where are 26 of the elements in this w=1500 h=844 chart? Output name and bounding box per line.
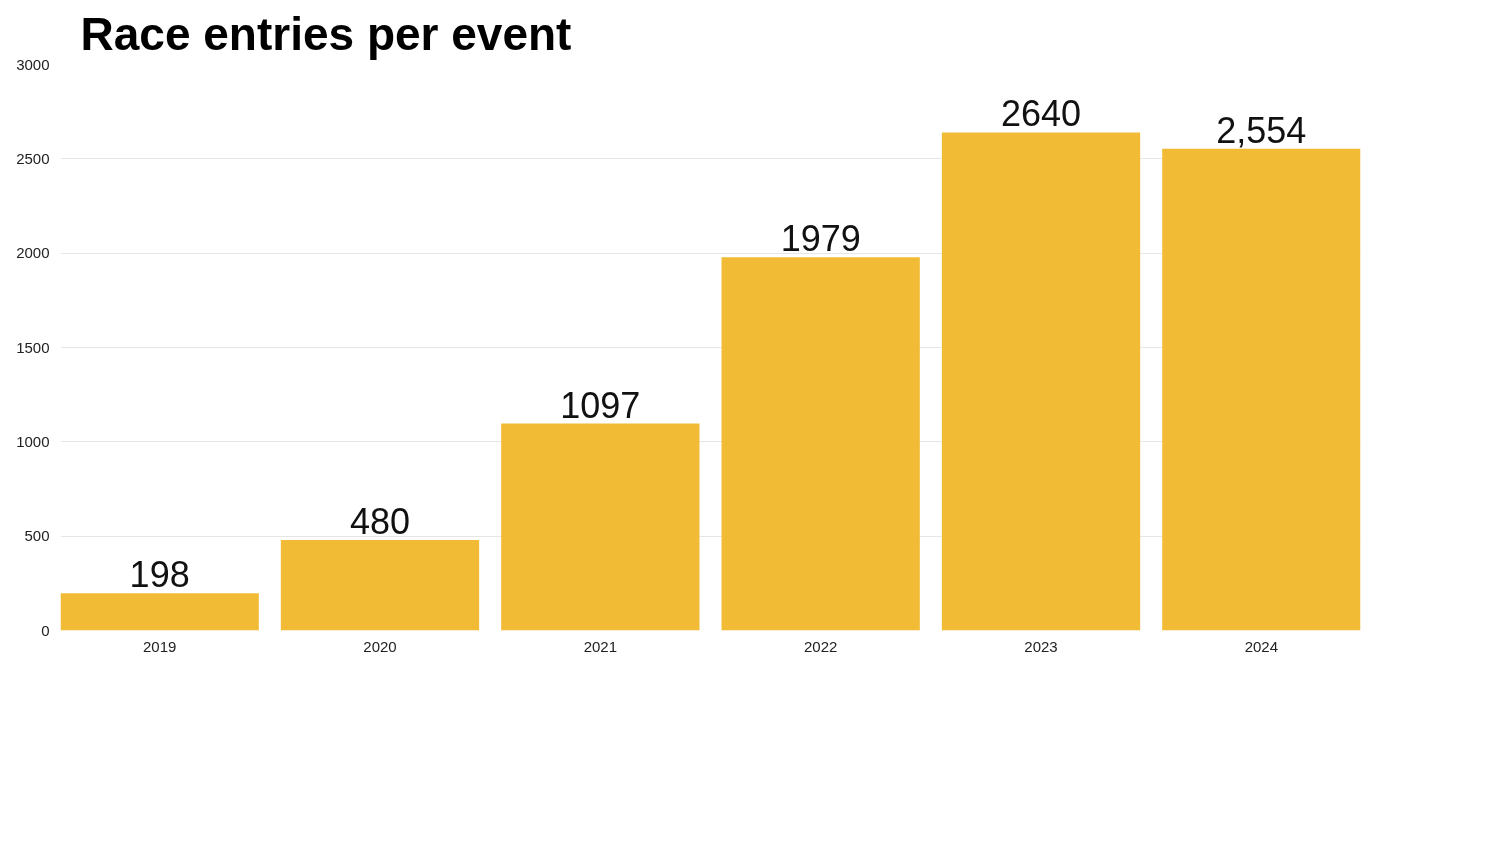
bar: [280, 539, 480, 631]
x-tick-label: 2019: [142, 637, 177, 655]
data-label: 198: [129, 554, 190, 596]
y-tick-label: 0: [41, 621, 50, 639]
bar: [721, 257, 920, 631]
y-tick-label: 2500: [16, 149, 50, 167]
x-tick-label: 2021: [583, 637, 618, 655]
x-tick-label: 2023: [1024, 637, 1058, 655]
data-label: 1979: [780, 218, 861, 260]
bar: [60, 593, 259, 631]
y-tick-label: 3000: [16, 55, 50, 73]
y-tick-label: 500: [24, 527, 50, 545]
y-tick-label: 2000: [16, 244, 50, 262]
x-tick-label: 2020: [363, 637, 397, 655]
bar: [501, 423, 700, 631]
data-label: 2,554: [1216, 109, 1307, 151]
x-tick-label: 2022: [803, 637, 838, 655]
data-label: 1097: [560, 384, 641, 426]
x-tick-label: 2024: [1244, 637, 1279, 655]
y-tick-label: 1000: [16, 432, 50, 450]
y-tick-label: 1500: [16, 338, 50, 356]
chart-title: Race entries per event: [80, 7, 572, 60]
data-label: 2640: [1000, 93, 1082, 135]
bar: [1162, 148, 1361, 631]
bar: [941, 132, 1141, 631]
data-label: 480: [349, 500, 411, 542]
